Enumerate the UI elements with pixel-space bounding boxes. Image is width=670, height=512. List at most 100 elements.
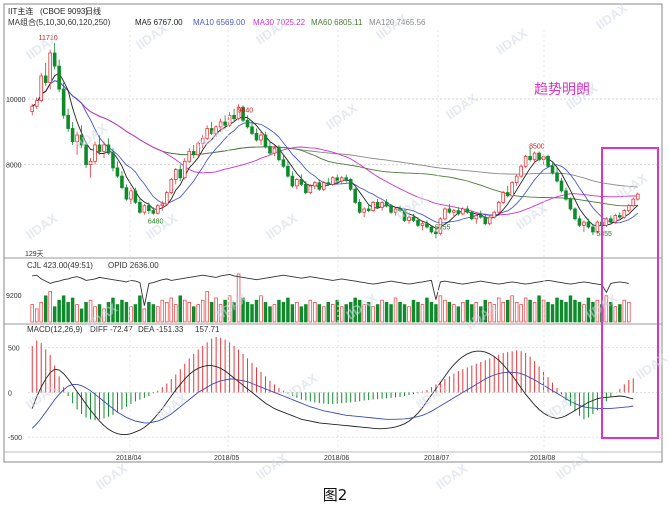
candle (313, 181, 317, 190)
candle (209, 121, 214, 136)
candle (61, 82, 66, 119)
candle (443, 207, 447, 221)
candle-body (286, 165, 290, 177)
candle (223, 115, 227, 129)
candle-body (613, 215, 618, 223)
volume-bar (61, 295, 66, 323)
macd-panel: 500 0 -500 (8, 336, 662, 442)
volume-bar (366, 302, 371, 323)
volume-bar (209, 302, 214, 323)
candle (70, 121, 75, 145)
days-label: 129天 (25, 250, 44, 258)
volume-bar (250, 304, 254, 323)
volume-bar (595, 299, 600, 323)
candle (595, 220, 600, 234)
candle-body (407, 216, 411, 221)
volume-bar (568, 295, 573, 323)
candle (626, 204, 631, 213)
candle (115, 161, 120, 178)
volume-bar (169, 297, 174, 323)
volume-bar (66, 302, 70, 323)
candle (461, 207, 465, 216)
volume-bar (245, 302, 250, 323)
candle (268, 141, 272, 155)
candle (106, 138, 111, 155)
volume-bar (604, 295, 609, 323)
candle (362, 207, 366, 218)
candle-body (348, 179, 353, 190)
candle (586, 218, 591, 229)
volume-bar (362, 304, 366, 323)
candle-body (173, 169, 178, 180)
price-extreme-label: 5855 (596, 231, 612, 238)
candle (564, 187, 568, 201)
candle (147, 202, 151, 214)
volume-bar (326, 302, 331, 323)
price-extreme-label: 11710 (39, 35, 58, 42)
candle-body (138, 201, 142, 213)
opid-legend: OPID 2636.00 (108, 261, 159, 270)
candle (635, 192, 640, 201)
candle (169, 177, 174, 195)
volume-bar (357, 299, 362, 323)
candle-body (57, 65, 61, 90)
candle (281, 154, 286, 168)
volume-bar (156, 306, 160, 323)
volume-bar (474, 302, 479, 323)
candle (411, 213, 416, 223)
volume-bar (129, 306, 133, 323)
volume-bar (353, 297, 357, 323)
volume-bar (371, 306, 375, 323)
candle-body (308, 185, 313, 193)
candle (138, 197, 142, 214)
candle-body (223, 121, 227, 126)
macd-params: MACD(12,26,9) (27, 325, 83, 334)
macd-diff: DIFF -72.47 (90, 325, 133, 334)
symbol-code: (CBOE 9093) (40, 7, 88, 16)
volume-bar (79, 308, 84, 323)
candle-body (142, 205, 147, 213)
volume-bar (510, 295, 514, 323)
candle (84, 141, 88, 168)
volume-bar (492, 304, 496, 323)
candle-body (93, 144, 97, 162)
candle-body (218, 121, 223, 128)
candle-body (434, 231, 438, 234)
candle (39, 72, 44, 103)
candle-body (622, 210, 627, 218)
candle (425, 220, 429, 229)
candle-body (106, 144, 111, 154)
candle-body (478, 215, 483, 218)
candle (339, 176, 344, 185)
candle-body (165, 192, 169, 205)
volume-bar (389, 304, 393, 323)
date-tick-label: 2018/07 (424, 455, 449, 462)
candle (452, 208, 456, 218)
volume-bar (48, 291, 52, 323)
volume-bar (52, 306, 57, 323)
volume-bar (618, 304, 622, 323)
candle-body (277, 147, 281, 161)
candle-body (236, 106, 241, 120)
candle-body (402, 210, 407, 221)
candle-body (384, 201, 389, 207)
candle-body (75, 134, 79, 143)
candle-body (416, 220, 420, 226)
volume-bar (501, 302, 505, 323)
volume-bar (102, 308, 106, 323)
candle-body (200, 137, 205, 144)
volume-bar (205, 291, 209, 323)
ma30-line (31, 80, 638, 216)
volume-bar (555, 297, 559, 323)
macd-dea-line (31, 371, 634, 429)
candle-body (626, 205, 631, 211)
volume-bar (263, 302, 268, 323)
candle (380, 200, 384, 211)
candle (470, 210, 474, 221)
volume-bar (429, 302, 434, 323)
candle (308, 184, 313, 195)
candle (559, 177, 564, 193)
volume-bar (295, 302, 299, 323)
volume-bar (308, 299, 313, 323)
volume-bar (537, 295, 541, 323)
